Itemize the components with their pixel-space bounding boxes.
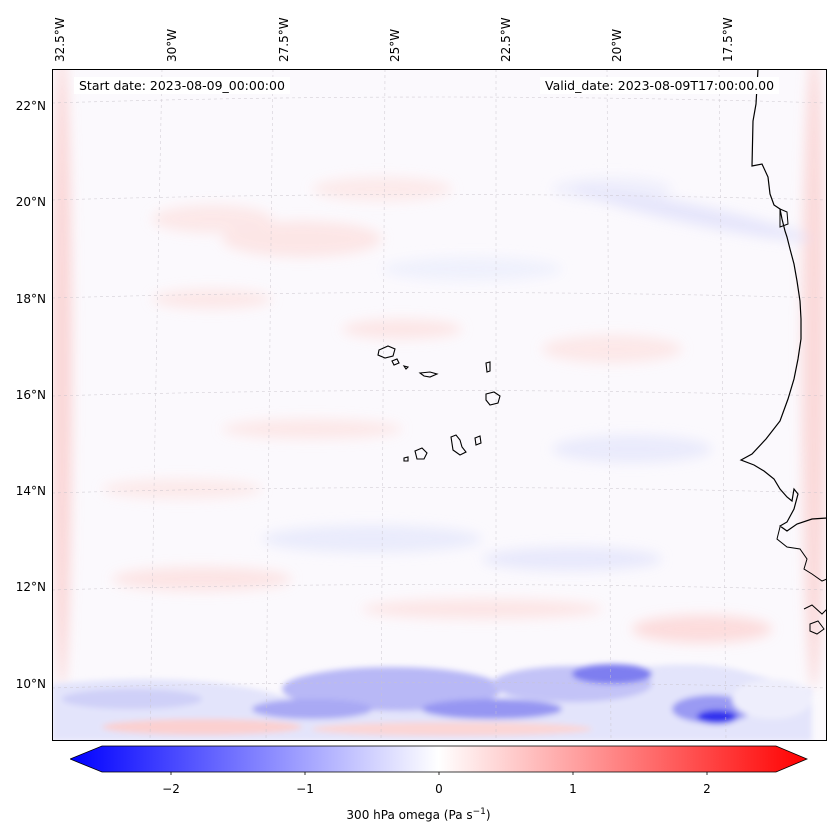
- colorbar-tick-neg1: −1: [296, 782, 314, 796]
- colorbar-label: 300 hPa omega (Pa s−1): [0, 807, 837, 822]
- lon-label-32-5w: 32.5°W: [53, 17, 67, 62]
- lon-label-20w: 20°W: [610, 28, 624, 62]
- island-fogo: [414, 447, 428, 460]
- colorbar-tick-0: 0: [435, 782, 443, 796]
- lat-label-18n: 18°N: [15, 292, 46, 306]
- lon-label-22-5w: 22.5°W: [499, 17, 513, 62]
- omega-map: [52, 69, 827, 741]
- lat-label-20n: 20°N: [15, 195, 46, 209]
- africa-coastline-south: [776, 526, 827, 635]
- colorbar-tick-neg2: −2: [162, 782, 180, 796]
- colorbar: [70, 745, 808, 775]
- africa-coastline: [739, 69, 827, 532]
- graticule: [52, 69, 827, 741]
- lat-label-14n: 14°N: [15, 484, 46, 498]
- island-brava: [403, 456, 409, 462]
- lon-label-30w: 30°W: [165, 28, 179, 62]
- colorbar-label-exponent: −1: [472, 807, 486, 817]
- valid-date-label: Valid_date: 2023-08-09T17:00:00.00: [540, 77, 780, 94]
- island-maio: [474, 435, 482, 446]
- lon-label-25w: 25°W: [388, 28, 402, 62]
- lat-label-12n: 12°N: [15, 580, 46, 594]
- island-santo-antao: [377, 345, 396, 359]
- island-sao-nicolau: [418, 371, 439, 378]
- colorbar-bar: [70, 745, 808, 773]
- cape-verde-islands: [377, 345, 501, 462]
- coastal-island: [779, 208, 789, 228]
- island-sal: [485, 361, 491, 373]
- island-sao-vicente: [391, 358, 400, 366]
- lat-label-16n: 16°N: [15, 388, 46, 402]
- island-santa-luzia: [402, 365, 410, 370]
- lon-label-27-5w: 27.5°W: [277, 17, 291, 62]
- colorbar-label-end: ): [485, 808, 491, 822]
- colorbar-label-main: 300 hPa omega (Pa s: [346, 808, 473, 822]
- lat-label-10n: 10°N: [15, 677, 46, 691]
- start-date-label: Start date: 2023-08-09_00:00:00: [74, 77, 290, 94]
- island-santiago: [450, 434, 467, 456]
- map-frame: [52, 69, 827, 741]
- colorbar-tick-1: 1: [569, 782, 577, 796]
- lat-label-22n: 22°N: [15, 99, 46, 113]
- island-boa-vista: [485, 391, 501, 406]
- lon-label-17-5w: 17.5°W: [721, 17, 735, 62]
- colorbar-tick-2: 2: [703, 782, 711, 796]
